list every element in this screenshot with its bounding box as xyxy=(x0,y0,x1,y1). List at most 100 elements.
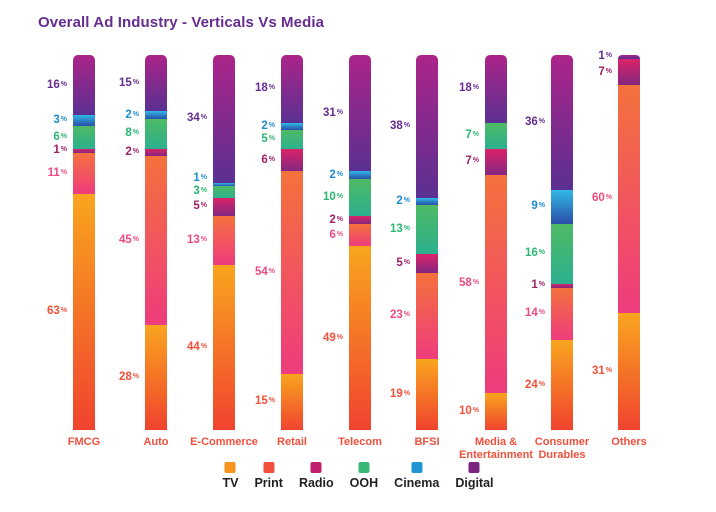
legend-item-radio: Radio xyxy=(299,462,334,490)
category-label-fmcg: FMCG xyxy=(67,436,101,448)
bar-segment-media-entertainment-tv xyxy=(485,392,507,430)
bar-segment-media-entertainment-print xyxy=(485,175,507,393)
value-label-others-print: 60% xyxy=(591,192,612,205)
bar-segment-telecom-tv xyxy=(349,246,371,430)
value-label-fmcg-print: 11% xyxy=(47,166,67,179)
category-label-auto: Auto xyxy=(143,436,169,448)
legend-item-cinema: Cinema xyxy=(394,462,439,490)
value-label-consumer-durables-print: 14% xyxy=(524,307,545,320)
value-label-auto-tv: 28% xyxy=(118,371,139,383)
bar-segment-telecom-print xyxy=(349,223,371,247)
value-label-media-entertainment-tv: 10% xyxy=(458,404,479,417)
bar-segment-auto-tv xyxy=(145,325,167,430)
bar-segment-fmcg-ooh xyxy=(73,126,95,149)
bar-segment-e-commerce-radio xyxy=(213,197,235,217)
value-label-auto-digital: 15% xyxy=(118,76,139,89)
bar-segment-e-commerce-digital xyxy=(213,55,235,183)
value-label-fmcg-ooh: 6% xyxy=(53,131,67,143)
bar-segment-consumer-durables-print xyxy=(551,287,573,340)
value-label-auto-ooh: 8% xyxy=(125,127,139,140)
legend-item-digital: Digital xyxy=(455,462,494,490)
bar-segment-retail-radio xyxy=(281,148,303,172)
bar-segment-auto-cinema xyxy=(145,111,167,119)
value-label-consumer-durables-ooh: 16% xyxy=(524,247,545,260)
value-label-telecom-tv: 49% xyxy=(322,331,343,344)
bar-segment-retail-tv xyxy=(281,373,303,430)
value-label-fmcg-radio: 1% xyxy=(53,144,67,157)
category-label-e-commerce: E-Commerce xyxy=(190,436,258,448)
bar-segment-telecom-ooh xyxy=(349,178,371,217)
value-label-media-entertainment-radio: 7% xyxy=(465,155,479,168)
category-label-media-entertainment: Media & Entertainment xyxy=(459,436,533,461)
bar-segment-auto-ooh xyxy=(145,118,167,149)
bar-segment-fmcg-tv xyxy=(73,193,95,430)
legend-swatch-radio xyxy=(310,462,322,473)
value-label-telecom-ooh: 10% xyxy=(322,191,343,203)
bar-segment-auto-radio xyxy=(145,148,167,157)
value-label-retail-radio: 6% xyxy=(261,153,275,166)
bar-segment-e-commerce-print xyxy=(213,216,235,265)
value-label-consumer-durables-radio: 1% xyxy=(531,279,545,292)
bar-segment-bfsi-digital xyxy=(416,55,438,198)
value-label-e-commerce-cinema: 1% xyxy=(193,172,207,185)
value-label-auto-cinema: 2% xyxy=(125,108,139,121)
category-label-others: Others xyxy=(611,436,647,448)
value-label-retail-cinema: 2% xyxy=(261,119,275,132)
bar-segment-retail-digital xyxy=(281,55,303,123)
bar-segment-consumer-durables-radio xyxy=(551,283,573,288)
value-label-e-commerce-print: 13% xyxy=(186,234,207,247)
value-label-telecom-digital: 31% xyxy=(322,106,343,119)
chart-title: Overall Ad Industry - Verticals Vs Media xyxy=(38,14,325,31)
bar-segment-e-commerce-cinema xyxy=(213,182,235,187)
value-label-telecom-print: 6% xyxy=(329,228,343,241)
value-label-consumer-durables-digital: 36% xyxy=(524,116,545,128)
value-label-e-commerce-tv: 44% xyxy=(186,341,207,353)
bar-segment-fmcg-radio xyxy=(73,148,95,153)
legend-label-digital: Digital xyxy=(455,476,494,490)
legend-label-radio: Radio xyxy=(298,476,334,490)
value-label-auto-radio: 2% xyxy=(125,146,139,158)
category-label-telecom: Telecom xyxy=(338,436,382,448)
legend-swatch-ooh xyxy=(358,462,370,473)
legend-swatch-cinema xyxy=(411,462,423,473)
value-label-bfsi-radio: 5% xyxy=(396,256,410,269)
bar-segment-others-radio xyxy=(618,58,640,86)
value-label-fmcg-tv: 63% xyxy=(46,305,67,318)
bar-segment-bfsi-cinema xyxy=(416,197,438,205)
value-label-telecom-cinema: 2% xyxy=(329,168,343,181)
value-label-bfsi-tv: 19% xyxy=(389,387,410,400)
bar-segment-bfsi-radio xyxy=(416,253,438,273)
legend-item-print: Print xyxy=(254,462,283,490)
bar-segment-media-entertainment-ooh xyxy=(485,122,507,149)
value-label-retail-ooh: 5% xyxy=(261,132,275,145)
value-label-consumer-durables-tv: 24% xyxy=(524,378,545,391)
bar-segment-consumer-durables-ooh xyxy=(551,223,573,284)
category-label-consumer-durables: Consumer Durables xyxy=(534,436,590,461)
value-label-bfsi-cinema: 2% xyxy=(396,194,410,207)
bar-segment-consumer-durables-digital xyxy=(551,55,573,190)
value-label-others-tv: 31% xyxy=(591,364,612,377)
value-label-consumer-durables-cinema: 9% xyxy=(531,200,545,213)
value-label-retail-tv: 15% xyxy=(254,395,275,408)
bar-segment-bfsi-tv xyxy=(416,358,438,430)
legend-item-tv: TV xyxy=(222,462,238,490)
bar-segment-e-commerce-tv xyxy=(213,265,235,430)
bar-segment-others-tv xyxy=(618,312,640,430)
bar-segment-auto-digital xyxy=(145,55,167,112)
value-label-e-commerce-radio: 5% xyxy=(193,200,207,213)
bar-segment-fmcg-digital xyxy=(73,55,95,115)
legend-label-tv: TV xyxy=(222,476,239,490)
value-label-telecom-radio: 2% xyxy=(329,213,343,226)
legend-swatch-tv xyxy=(224,462,236,473)
category-label-bfsi: BFSI xyxy=(414,436,440,448)
value-label-others-radio: 7% xyxy=(598,65,612,78)
legend-label-print: Print xyxy=(254,476,283,490)
bar-segment-telecom-radio xyxy=(349,216,371,224)
bar-segment-fmcg-print xyxy=(73,152,95,194)
legend-label-ooh: OOH xyxy=(349,476,379,490)
value-label-others-digital: 1% xyxy=(598,50,612,63)
bar-segment-fmcg-cinema xyxy=(73,115,95,127)
value-label-auto-print: 45% xyxy=(118,234,139,247)
legend-item-ooh: OOH xyxy=(350,462,378,490)
